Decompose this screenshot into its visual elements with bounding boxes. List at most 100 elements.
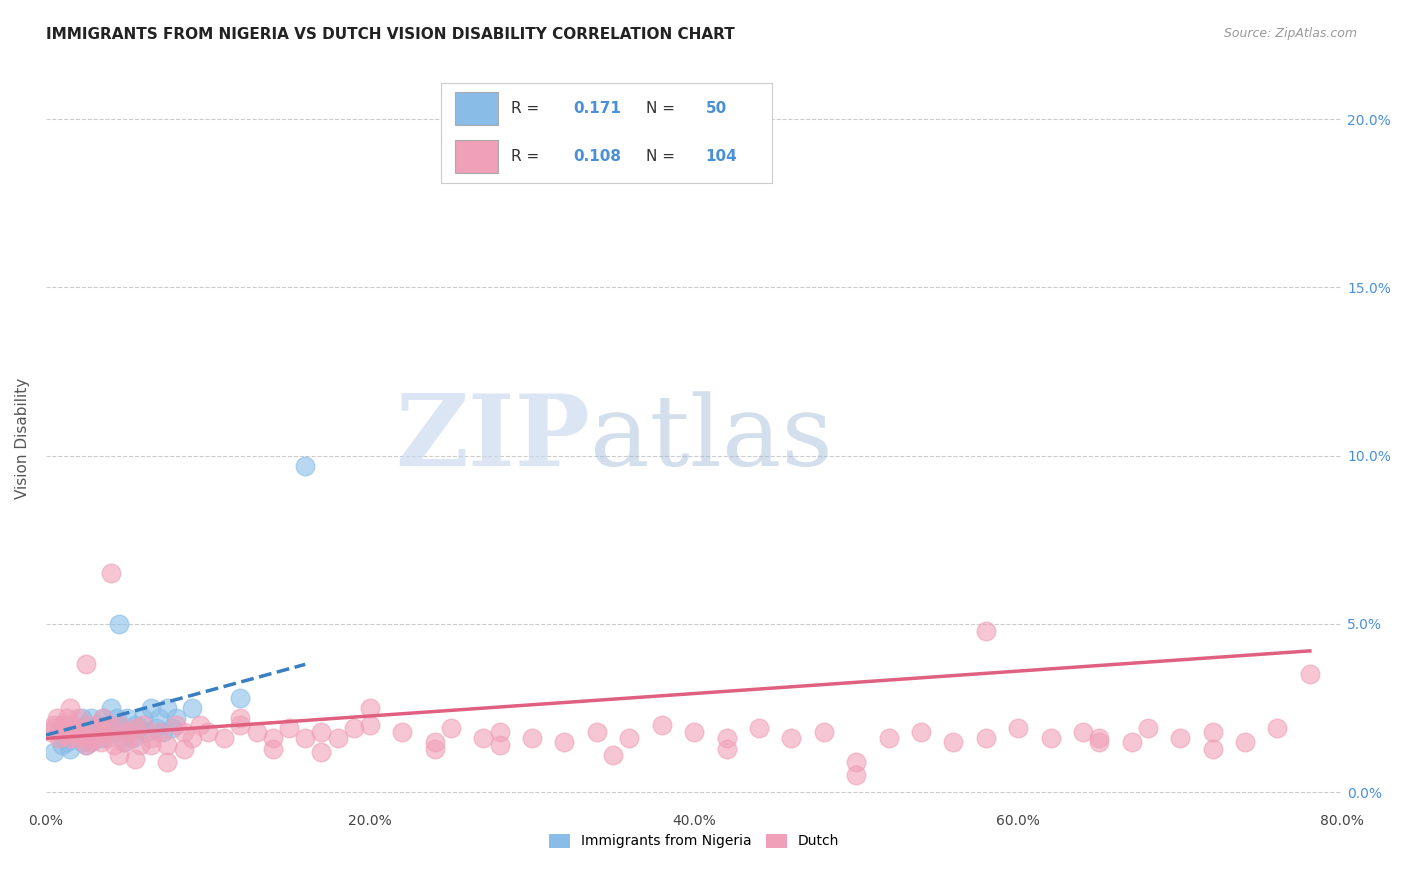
Point <box>59 731 82 746</box>
Point <box>100 701 122 715</box>
Point <box>173 724 195 739</box>
Point <box>311 724 333 739</box>
Point <box>42 718 65 732</box>
Point <box>70 711 93 725</box>
Point <box>165 711 187 725</box>
Point <box>359 718 381 732</box>
Point <box>115 724 138 739</box>
Point <box>83 731 105 746</box>
Point <box>67 721 90 735</box>
Point <box>129 738 152 752</box>
Point <box>173 741 195 756</box>
Point <box>974 624 997 638</box>
Point <box>813 724 835 739</box>
Point <box>39 724 62 739</box>
Point <box>124 718 146 732</box>
Point <box>100 718 122 732</box>
Point <box>55 728 77 742</box>
Point <box>120 731 142 746</box>
Point <box>156 755 179 769</box>
Point <box>100 566 122 581</box>
Point <box>129 721 152 735</box>
Point <box>55 731 77 746</box>
Point <box>89 718 111 732</box>
Point <box>162 721 184 735</box>
Point <box>311 745 333 759</box>
Point <box>716 731 738 746</box>
Point <box>124 721 146 735</box>
Point <box>108 718 131 732</box>
Point <box>91 711 114 725</box>
Point <box>63 724 86 739</box>
Point <box>229 718 252 732</box>
Text: IMMIGRANTS FROM NIGERIA VS DUTCH VISION DISABILITY CORRELATION CHART: IMMIGRANTS FROM NIGERIA VS DUTCH VISION … <box>46 27 735 42</box>
Point <box>132 711 155 725</box>
Point <box>188 718 211 732</box>
Point <box>165 718 187 732</box>
Point <box>423 735 446 749</box>
Point <box>1234 735 1257 749</box>
Point <box>56 711 79 725</box>
Point <box>93 724 115 739</box>
Point <box>60 718 83 732</box>
Point <box>520 731 543 746</box>
Point <box>132 718 155 732</box>
Point <box>683 724 706 739</box>
Point <box>73 731 96 746</box>
Point <box>48 731 70 746</box>
Point <box>488 738 510 752</box>
Point <box>51 738 73 752</box>
Point <box>343 721 366 735</box>
Point <box>974 731 997 746</box>
Point <box>108 748 131 763</box>
Point <box>67 711 90 725</box>
Point <box>80 735 103 749</box>
Point <box>96 731 118 746</box>
Point <box>748 721 770 735</box>
Point <box>93 731 115 746</box>
Point <box>63 731 86 746</box>
Point <box>1121 735 1143 749</box>
Point <box>1168 731 1191 746</box>
Point <box>845 768 868 782</box>
Point <box>619 731 641 746</box>
Point <box>76 718 98 732</box>
Text: atlas: atlas <box>591 391 834 487</box>
Point <box>1007 721 1029 735</box>
Point <box>229 691 252 706</box>
Point <box>135 724 157 739</box>
Point <box>96 721 118 735</box>
Point <box>110 721 132 735</box>
Point <box>49 721 72 735</box>
Point <box>108 617 131 632</box>
Point <box>942 735 965 749</box>
Point <box>910 724 932 739</box>
Point <box>1088 735 1111 749</box>
Point <box>76 738 98 752</box>
Point <box>59 741 82 756</box>
Point <box>553 735 575 749</box>
Legend: Immigrants from Nigeria, Dutch: Immigrants from Nigeria, Dutch <box>544 828 845 854</box>
Point <box>716 741 738 756</box>
Point <box>780 731 803 746</box>
Point <box>391 724 413 739</box>
Y-axis label: Vision Disability: Vision Disability <box>15 378 30 500</box>
Point <box>156 738 179 752</box>
Point <box>141 731 163 746</box>
Point <box>79 735 101 749</box>
Point <box>51 718 73 732</box>
Point <box>180 731 202 746</box>
Point <box>229 711 252 725</box>
Point <box>1039 731 1062 746</box>
Point <box>120 724 142 739</box>
Point <box>48 724 70 739</box>
Point <box>76 657 98 672</box>
Point <box>1267 721 1289 735</box>
Point <box>423 741 446 756</box>
Point <box>1071 724 1094 739</box>
Point <box>294 731 316 746</box>
Point <box>152 724 174 739</box>
Point <box>488 724 510 739</box>
Point <box>80 718 103 732</box>
Point <box>651 718 673 732</box>
